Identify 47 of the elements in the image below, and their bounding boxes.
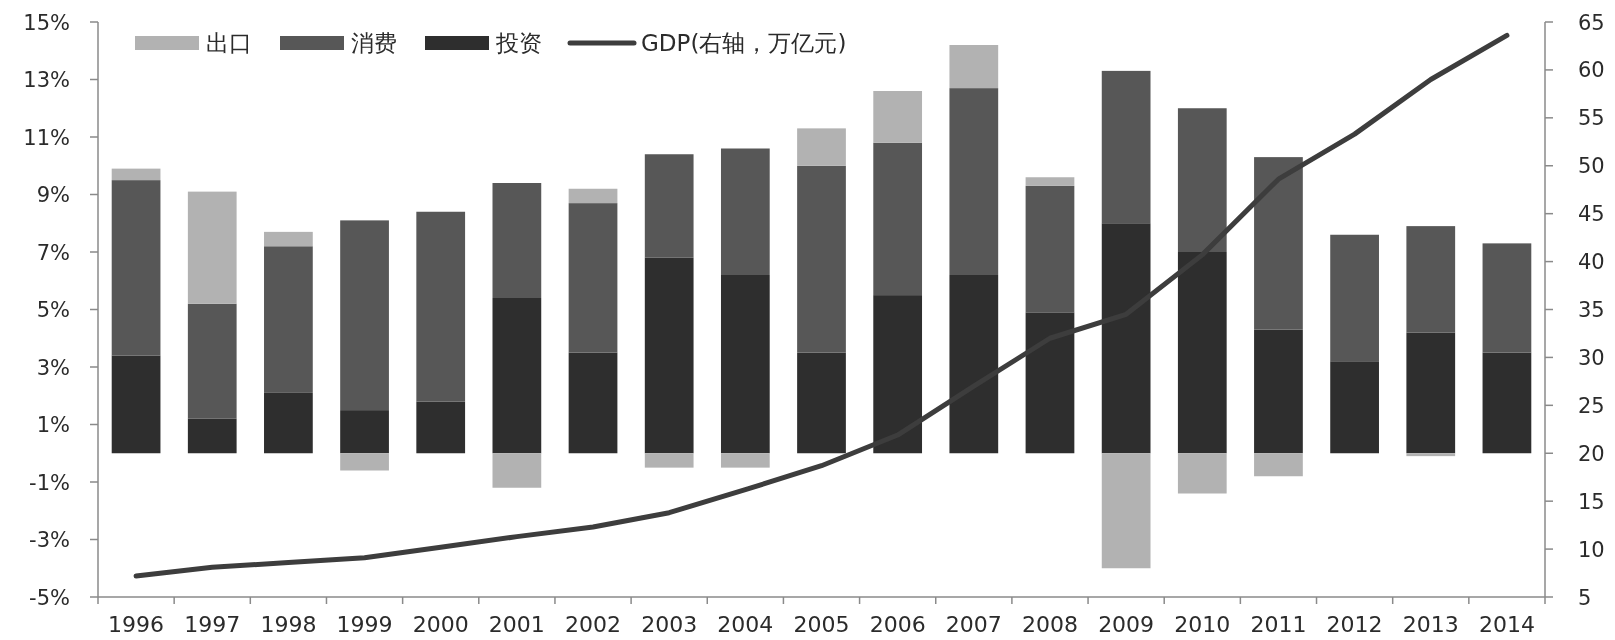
x-tick-label: 2013 xyxy=(1402,612,1459,637)
x-tick-label: 2012 xyxy=(1326,612,1383,637)
x-tick-label: 1996 xyxy=(108,612,165,637)
y2-tick-label: 40 xyxy=(1578,250,1605,275)
y2-tick-label: 15 xyxy=(1578,489,1605,514)
y2-tick-label: 35 xyxy=(1578,298,1605,323)
y2-tick-label: 60 xyxy=(1578,58,1605,83)
y2-tick-label: 10 xyxy=(1578,537,1605,562)
y2-tick-label: 65 xyxy=(1578,10,1605,35)
y-tick-label: 13% xyxy=(23,68,70,93)
x-tick-label: 2004 xyxy=(717,612,774,637)
y-tick-label: -3% xyxy=(29,528,70,553)
x-tick-label: 2003 xyxy=(641,612,698,637)
y-tick-label: 7% xyxy=(36,240,70,265)
x-tick-label: 2005 xyxy=(793,612,850,637)
x-tick-label: 2014 xyxy=(1478,612,1535,637)
x-tick-label: 2010 xyxy=(1174,612,1231,637)
y2-tick-label: 45 xyxy=(1578,202,1605,227)
y2-tick-label: 50 xyxy=(1578,154,1605,179)
y2-tick-label: 30 xyxy=(1578,346,1605,370)
x-tick-label: 1998 xyxy=(260,612,317,637)
x-tick-label: 2011 xyxy=(1250,612,1307,637)
legend-label: 出口 xyxy=(206,30,252,57)
y-tick-label: 3% xyxy=(36,355,70,380)
x-tick-label: 2008 xyxy=(1021,612,1078,637)
y-tick-label: -5% xyxy=(29,585,70,610)
x-tick-label: 1997 xyxy=(184,612,241,637)
y2-tick-label: 55 xyxy=(1578,106,1605,131)
x-tick-label: 2009 xyxy=(1098,612,1155,637)
y-tick-label: 15% xyxy=(23,10,70,35)
x-tick-label: 1999 xyxy=(336,612,393,637)
y-tick-label: 5% xyxy=(36,298,70,323)
legend-label: GDP(右轴，万亿元) xyxy=(641,30,847,57)
y-tick-label: 1% xyxy=(36,413,70,438)
y-tick-label: 9% xyxy=(36,183,70,208)
legend-label: 投资 xyxy=(496,30,542,57)
y-tick-label: 11% xyxy=(23,125,70,150)
x-tick-label: 2001 xyxy=(488,612,545,637)
y2-tick-label: 5 xyxy=(1578,585,1592,610)
x-tick-label: 2007 xyxy=(945,612,1002,637)
legend-label: 消费 xyxy=(351,30,397,57)
y2-tick-label: 20 xyxy=(1578,441,1605,466)
x-tick-label: 2000 xyxy=(412,612,469,637)
y2-tick-label: 25 xyxy=(1578,393,1605,418)
x-tick-label: 2006 xyxy=(869,612,926,637)
y-tick-label: -1% xyxy=(29,470,70,495)
x-tick-label: 2002 xyxy=(565,612,622,637)
